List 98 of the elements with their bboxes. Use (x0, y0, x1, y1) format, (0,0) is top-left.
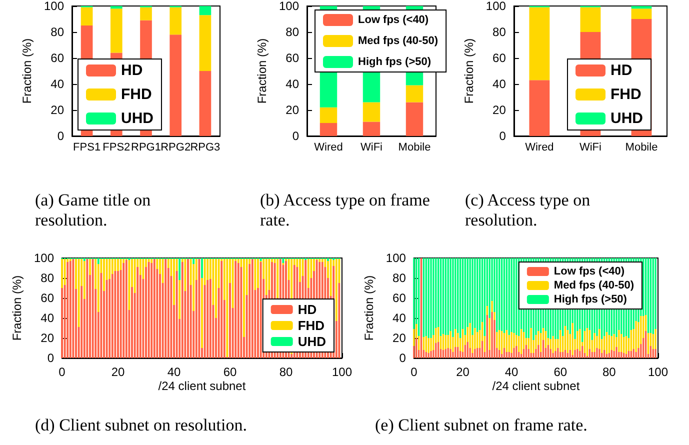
y-tick-label: 0 (292, 129, 300, 143)
y-axis-title: Fraction (%) (10, 275, 24, 341)
y-tick-label: 20 (286, 103, 300, 117)
y-tick-label: 40 (40, 311, 54, 325)
bar (199, 6, 212, 16)
y-axis-title: Fraction (%) (255, 38, 270, 104)
legend-label: UHD (121, 110, 154, 127)
y-tick-label: 20 (492, 103, 506, 117)
legend-label: UHD (298, 334, 326, 349)
x-tick-label: Wired (525, 142, 554, 154)
y-tick-label: 20 (392, 331, 406, 345)
bar (110, 6, 122, 9)
x-tick-label: RPG3 (190, 142, 220, 154)
bar (80, 7, 93, 26)
x-tick-label: WiFi (360, 142, 382, 154)
bar (199, 71, 212, 136)
text: (c) Access type on resolution. (465, 190, 594, 230)
y-axis-title: Fraction (%) (20, 38, 34, 104)
bar (110, 8, 122, 53)
x-tick-label: 40 (167, 365, 181, 379)
y-tick-label: 0 (399, 351, 406, 365)
y-tick-label: 80 (40, 271, 54, 285)
y-tick-label: 40 (286, 77, 300, 91)
x-tick-label: 20 (111, 365, 125, 379)
legend-label: Med fps (40-50) (554, 280, 634, 292)
x-tick-label: FPS2 (102, 142, 130, 154)
bar (362, 122, 380, 136)
y-tick-label: 40 (492, 77, 506, 91)
x-tick-label: FPS1 (73, 142, 101, 154)
y-tick-label: 80 (50, 25, 64, 39)
y-tick-label: 80 (492, 25, 506, 39)
legend-label: FHD (121, 86, 152, 103)
text: (d) Client subnet on resolution. (35, 416, 248, 434)
bar (170, 7, 182, 35)
y-tick-label: 100 (278, 0, 300, 13)
y-tick-label: 40 (50, 77, 64, 91)
y-tick-label: 40 (392, 311, 406, 325)
x-tick-label: 20 (456, 365, 470, 379)
x-tick-label: WiFi (579, 142, 602, 154)
x-tick-label: RPG1 (131, 142, 161, 154)
legend-label: Med fps (40-50) (358, 35, 438, 47)
legend-label: HD (298, 302, 317, 317)
x-tick-label: 0 (410, 365, 418, 379)
x-axis-title: /24 client subnet (158, 379, 246, 393)
text: (e) Client subnet on frame rate. (375, 416, 588, 434)
legend-label: FHD (610, 86, 642, 103)
y-tick-label: 100 (44, 0, 64, 13)
legend-label: High fps (>50) (358, 56, 432, 68)
text: (b) Access type on frame rate. (260, 190, 434, 230)
x-tick-label: RPG2 (160, 142, 191, 154)
bar (320, 123, 338, 136)
y-tick-label: 100 (386, 251, 406, 265)
x-tick-label: Mobile (398, 142, 431, 154)
bar (406, 102, 424, 136)
y-tick-label: 0 (57, 129, 64, 143)
y-tick-label: 60 (492, 51, 506, 65)
bar (170, 34, 182, 136)
y-axis-title: Fraction (%) (362, 275, 376, 341)
legend-label: HD (121, 62, 143, 79)
y-axis-title: Fraction (%) (462, 38, 476, 104)
y-tick-label: 0 (47, 351, 54, 365)
bar (140, 7, 152, 20)
y-tick-label: 80 (392, 271, 406, 285)
bar (362, 102, 380, 122)
x-tick-label: 60 (554, 365, 568, 379)
bar (529, 80, 550, 136)
x-tick-label: 60 (223, 365, 237, 379)
x-tick-label: Mobile (625, 142, 658, 154)
y-tick-label: 100 (34, 251, 54, 265)
y-tick-label: 80 (286, 25, 300, 39)
legend-label: HD (610, 62, 632, 79)
legend-label: UHD (610, 110, 644, 127)
y-tick-label: 60 (50, 51, 64, 65)
x-axis-title: /24 client subnet (492, 379, 580, 393)
y-tick-label: 60 (40, 291, 54, 305)
bar (631, 6, 652, 9)
x-tick-label: 40 (504, 365, 519, 379)
bar (529, 7, 550, 80)
text: (a) Game title on resolution. (35, 190, 155, 230)
bar (199, 15, 212, 71)
y-tick-label: 20 (40, 331, 54, 345)
y-tick-label: 100 (486, 0, 506, 13)
bar (580, 7, 601, 32)
x-tick-label: 80 (602, 365, 616, 379)
bar (631, 8, 652, 19)
y-tick-label: 60 (392, 291, 406, 305)
legend-label: FHD (298, 318, 325, 333)
x-tick-label: Wired (314, 142, 343, 154)
legend-label: Low fps (<40) (358, 14, 429, 26)
bar (320, 107, 338, 123)
y-tick-label: 20 (50, 103, 64, 117)
x-tick-label: 100 (648, 365, 668, 379)
legend-label: High fps (>50) (554, 294, 628, 306)
y-tick-label: 0 (499, 129, 506, 143)
x-tick-label: 100 (332, 365, 352, 379)
bar (406, 85, 424, 102)
y-tick-label: 60 (286, 51, 300, 65)
legend-label: Low fps (<40) (554, 266, 625, 278)
